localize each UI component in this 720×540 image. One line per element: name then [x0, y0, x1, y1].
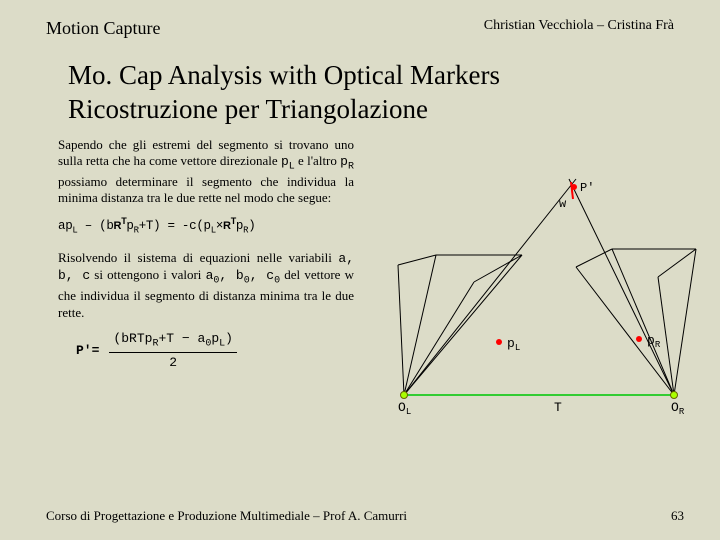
svg-text:w: w	[559, 197, 567, 211]
svg-text:OL: OL	[398, 400, 411, 417]
title-line1: Mo. Cap Analysis with Optical Markers	[68, 60, 500, 90]
page-title: Mo. Cap Analysis with Optical Markers Ri…	[0, 39, 720, 127]
equation-1: apL – (bRTpR+T) = -c(pL×RTpR)	[58, 216, 354, 236]
footer-left: Corso di Progettazione e Produzione Mult…	[46, 508, 407, 524]
body-text: Sapendo che gli estremi del segmento si …	[58, 137, 354, 437]
svg-text:T: T	[554, 400, 562, 415]
header-right: Christian Vecchiola – Cristina Frà	[484, 18, 674, 39]
equation-2: P'= (bRTpR+T − a0pL) 2	[76, 331, 354, 371]
title-line2: Ricostruzione per Triangolazione	[68, 94, 428, 124]
svg-text:pL: pL	[507, 336, 520, 353]
page-number: 63	[671, 508, 684, 524]
svg-text:pR: pR	[647, 333, 661, 350]
svg-text:P': P'	[580, 181, 594, 195]
diagram-container: P' w pL pR OL OR T	[364, 137, 700, 437]
triangulation-diagram: P' w pL pR OL OR T	[364, 127, 704, 427]
header-left: Motion Capture	[46, 18, 161, 39]
paragraph-1: Sapendo che gli estremi del segmento si …	[58, 137, 354, 207]
svg-text:OR: OR	[671, 400, 685, 417]
paragraph-2: Risolvendo il sistema di equazioni nelle…	[58, 250, 354, 321]
